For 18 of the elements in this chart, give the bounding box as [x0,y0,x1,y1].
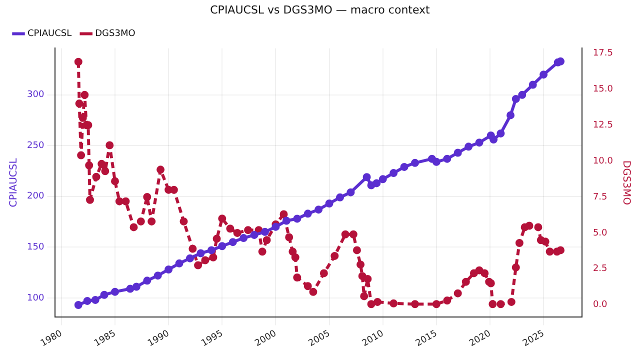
legend-label: DGS3MO [95,29,136,40]
y-tick-label: 100 [26,293,44,304]
y2-tick-label: 15.0 [592,84,614,95]
y-tick-label: 200 [26,192,44,202]
y2-tick-label: 10.0 [592,156,614,166]
y2-tick-label: 2.5 [592,264,608,274]
y-tick-label: 150 [26,242,44,252]
y2-tick-label: 17.5 [592,48,614,59]
y-axis-title: CPIAUCSL [8,158,20,208]
y2-tick-label: 7.5 [592,192,608,202]
y2-tick-label: 0.0 [592,300,608,310]
y2-tick-label: 5.0 [592,228,608,238]
y2-axis-title: DGS3MO [620,160,632,206]
y2-tick-label: 12.5 [592,120,614,130]
y-tick-label: 300 [26,90,44,100]
chart-title: CPIAUCSL vs DGS3MO — macro context [210,3,431,16]
y-tick-label: 250 [26,140,44,151]
legend-label: CPIAUCSL [28,29,72,40]
